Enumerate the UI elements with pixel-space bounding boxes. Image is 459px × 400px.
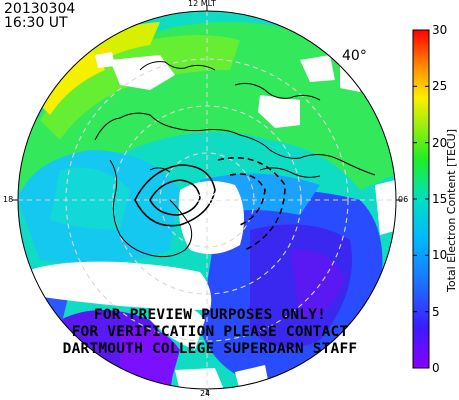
colorbar-tick-30: 30 [432, 23, 448, 37]
colorbar-tick-10: 10 [432, 248, 448, 262]
watermark-line-2: FOR VERIFICATION PLEASE CONTACT [71, 324, 349, 340]
coastlines [94, 61, 376, 258]
latitude-label: 40° [342, 48, 367, 64]
mlt-ticks [12, 5, 402, 395]
convection-contours [134, 157, 286, 251]
time-label: 16:30 UT [4, 15, 68, 31]
mlt-label-right: 06 [398, 195, 409, 204]
mlt-label-top: 12 MLT [188, 0, 216, 8]
colorbar-tick-5: 5 [432, 305, 440, 319]
mlt-label-bottom: 24 [200, 389, 211, 398]
date-label: 20130304 [4, 1, 76, 17]
colorbar-tick-20: 20 [432, 136, 448, 150]
colorbar-ticks [413, 29, 429, 369]
watermark-line-3: DARTMOUTH COLLEGE SUPERDARN STAFF [62, 341, 358, 357]
watermark-line-1: FOR PREVIEW PURPOSES ONLY! [93, 307, 327, 323]
colorbar-tick-25: 25 [432, 79, 448, 93]
colorbar-tick-15: 15 [432, 192, 448, 206]
velocity-vectors [187, 185, 229, 215]
colorbar-title: Total Electron Content [TECU] [445, 128, 458, 292]
mlt-label-left: 18 [3, 195, 14, 204]
colorbar-tick-0: 0 [432, 361, 440, 375]
